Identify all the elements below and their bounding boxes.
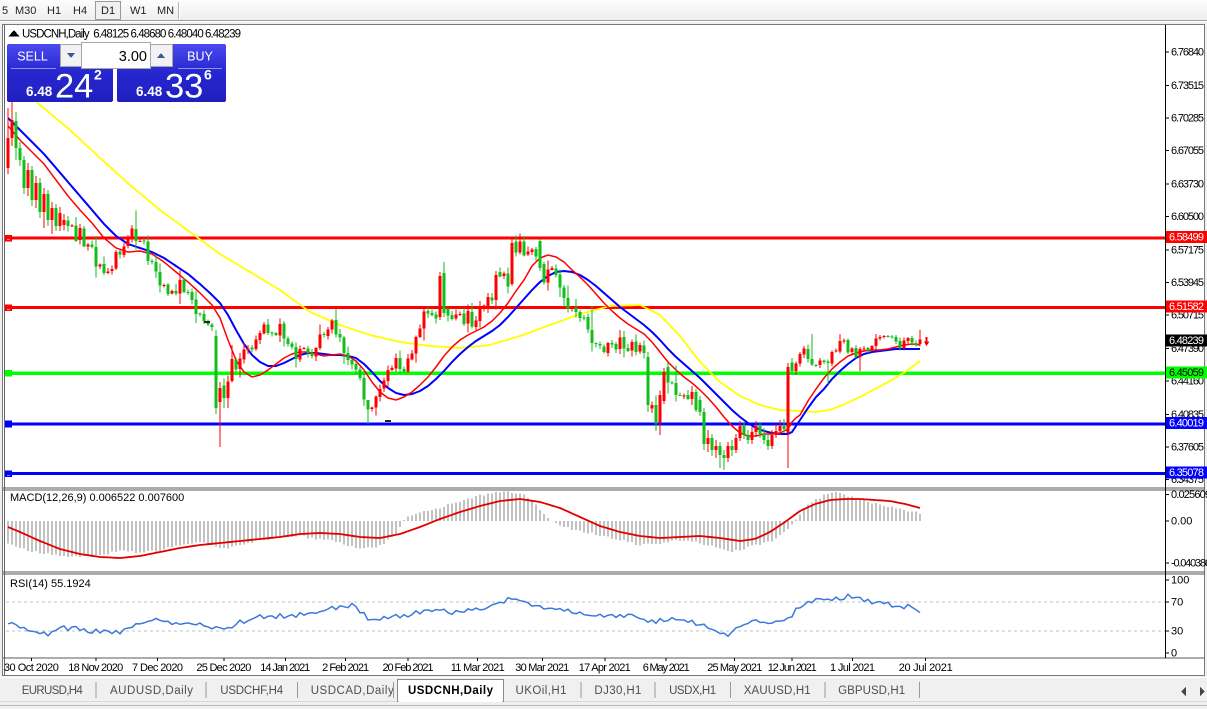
svg-text:12 Jun 2021: 12 Jun 2021 [768,662,817,674]
svg-text:EURUSD,H4: EURUSD,H4 [22,685,84,697]
svg-text:6.58499: 6.58499 [1169,232,1204,244]
svg-text:6.44160: 6.44160 [1171,375,1204,387]
svg-text:20 Feb 2021: 20 Feb 2021 [383,662,434,674]
svg-text:6.67055: 6.67055 [1171,145,1204,157]
svg-text:USDCNH,Daily 6.48125 6.48680: USDCNH,Daily 6.48125 6.48680 6.48040 6.4… [22,29,241,41]
svg-text:1 Jul 2021: 1 Jul 2021 [830,662,875,674]
svg-text:-0.040386: -0.040386 [1171,558,1207,570]
svg-text:18 Nov 2020: 18 Nov 2020 [68,662,123,674]
svg-text:11 Mar 2021: 11 Mar 2021 [451,662,505,674]
svg-text:0.025609: 0.025609 [1171,489,1207,501]
svg-text:6.48: 6.48 [26,84,53,99]
svg-text:5: 5 [2,5,8,17]
svg-text:H4: H4 [73,5,87,17]
svg-text:0: 0 [1171,648,1177,660]
svg-text:25 Dec 2020: 25 Dec 2020 [196,662,251,674]
svg-text:14 Jan 2021: 14 Jan 2021 [260,662,310,674]
svg-text:6.48239: 6.48239 [1169,335,1204,347]
svg-text:20 Jul 2021: 20 Jul 2021 [899,662,953,674]
svg-text:6.45059: 6.45059 [1169,367,1204,379]
svg-text:100: 100 [1171,575,1189,587]
svg-text:6.48: 6.48 [136,84,163,99]
svg-text:2: 2 [94,67,102,83]
svg-text:3.00: 3.00 [119,49,147,65]
svg-text:17 Apr 2021: 17 Apr 2021 [579,662,631,674]
svg-text:7 Dec 2020: 7 Dec 2020 [132,662,183,674]
svg-text:D1: D1 [101,5,115,17]
svg-text:SELL: SELL [17,50,48,64]
svg-text:6.53945: 6.53945 [1171,277,1204,289]
svg-text:USDX,H1: USDX,H1 [669,685,716,697]
svg-text:6.63730: 6.63730 [1171,178,1204,190]
svg-text:BUY: BUY [187,50,213,64]
svg-text:6.60500: 6.60500 [1171,211,1204,223]
svg-text:RSI(14) 55.1924: RSI(14) 55.1924 [10,578,91,590]
svg-text:30: 30 [1171,626,1183,638]
svg-text:USDCAD,Daily: USDCAD,Daily [311,685,394,697]
svg-text:6.40019: 6.40019 [1169,418,1204,430]
svg-text:6.73515: 6.73515 [1171,80,1204,92]
svg-text:6.37605: 6.37605 [1171,441,1204,453]
svg-text:GBPUSD,H1: GBPUSD,H1 [838,685,905,697]
svg-text:6.76840: 6.76840 [1171,47,1204,59]
svg-text:MACD(12,26,9) 0.006522 0.00760: MACD(12,26,9) 0.006522 0.007600 [10,492,184,504]
svg-text:6.51582: 6.51582 [1169,301,1204,313]
svg-text:6: 6 [204,67,212,83]
svg-text:DJ30,H1: DJ30,H1 [594,685,641,697]
svg-text:6.70285: 6.70285 [1171,113,1204,125]
svg-text:6.35078: 6.35078 [1169,467,1204,479]
svg-text:USDCHF,H4: USDCHF,H4 [220,685,284,697]
svg-text:6.57175: 6.57175 [1171,244,1204,256]
svg-text:24: 24 [55,68,93,106]
svg-text:W1: W1 [130,5,147,17]
svg-text:30 Oct 2020: 30 Oct 2020 [4,662,59,674]
svg-text:XAUUSD,H1: XAUUSD,H1 [744,685,811,697]
svg-text:33: 33 [165,68,203,106]
svg-text:UKOil,H1: UKOil,H1 [516,685,567,697]
svg-text:6 May 2021: 6 May 2021 [643,662,690,674]
svg-text:70: 70 [1171,596,1183,608]
svg-text:H1: H1 [47,5,61,17]
svg-text:25 May 2021: 25 May 2021 [707,662,762,674]
svg-text:M30: M30 [15,5,36,17]
svg-text:2 Feb 2021: 2 Feb 2021 [322,662,369,674]
svg-text:USDCNH,Daily: USDCNH,Daily [408,685,494,697]
svg-text:MN: MN [157,5,174,17]
svg-text:0.00: 0.00 [1171,516,1192,528]
svg-text:AUDUSD,Daily: AUDUSD,Daily [110,685,193,697]
svg-text:30 Mar 2021: 30 Mar 2021 [515,662,569,674]
